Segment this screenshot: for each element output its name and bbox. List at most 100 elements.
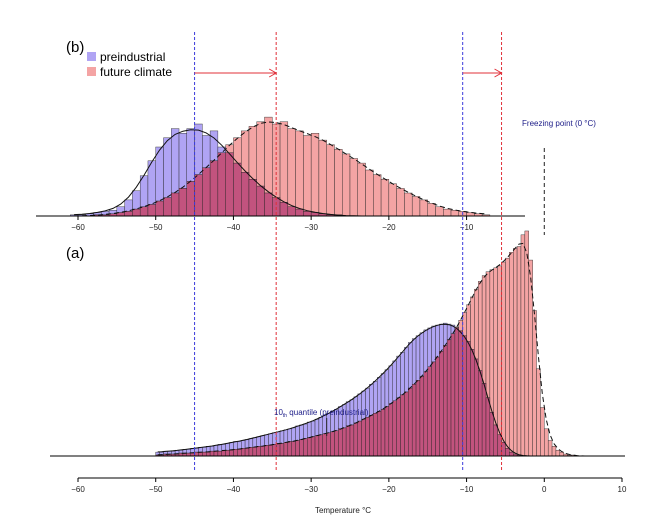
future-bar: [559, 451, 564, 457]
overlap-bar: [268, 445, 273, 457]
freezing-point-label: Freezing point (0 °C): [522, 119, 596, 128]
overlap-bar: [408, 387, 413, 457]
tick-label: −30: [304, 223, 318, 232]
preindustrial-bar: [229, 442, 234, 451]
preindustrial-bar: [373, 381, 378, 414]
overlap-bar: [439, 351, 444, 457]
future-bar: [318, 139, 327, 214]
preindustrial-bar: [209, 446, 215, 452]
overlap-bar: [326, 432, 331, 457]
x-axis-title: Temperature °C: [315, 506, 371, 515]
preindustrial-bar: [415, 335, 421, 381]
preindustrial-bar: [427, 327, 432, 367]
overlap-bar: [124, 211, 133, 217]
preindustrial-bar: [295, 425, 300, 441]
preindustrial-bar: [384, 369, 390, 407]
overlap-bar: [322, 433, 327, 457]
future-bar: [505, 257, 510, 449]
future-bar: [287, 128, 296, 208]
overlap-bar: [202, 451, 207, 457]
overlap-bar: [303, 438, 308, 457]
preindustrial-bar: [225, 443, 230, 451]
preindustrial-bar: [279, 430, 285, 444]
overlap-bar: [384, 406, 390, 457]
overlap-bar: [202, 167, 211, 217]
preindustrial-bar: [380, 373, 386, 410]
future-bar: [551, 446, 557, 457]
preindustrial-bar: [439, 323, 444, 352]
overlap-bar: [303, 211, 312, 217]
overlap-bar: [345, 425, 351, 457]
preindustrial-bar: [202, 447, 207, 453]
overlap-bar: [139, 206, 149, 217]
overlap-bar: [132, 208, 141, 217]
future-bar: [536, 368, 541, 457]
future-bar: [256, 121, 265, 187]
future-bar: [532, 310, 537, 457]
overlap-bar: [163, 197, 172, 217]
future-bar: [478, 281, 483, 371]
preindustrial-bar: [252, 437, 257, 448]
overlap-bar: [454, 327, 459, 457]
future-bar: [443, 208, 452, 217]
overlap-bar: [287, 206, 296, 217]
overlap-bar: [233, 162, 242, 217]
overlap-bar: [361, 418, 366, 457]
preindustrial-bar: [423, 329, 428, 372]
overlap-bar: [310, 436, 316, 457]
future-bar: [513, 248, 518, 455]
overlap-bar: [474, 358, 479, 457]
future-bar: [520, 234, 526, 457]
overlap-bar: [256, 185, 265, 217]
overlap-bar: [283, 442, 289, 457]
preindustrial-bar: [272, 432, 277, 445]
preindustrial-bar: [163, 137, 172, 198]
panel-b-preindustrial-bars: [70, 123, 226, 217]
overlap-bar: [349, 424, 355, 457]
overlap-bar: [186, 181, 195, 217]
preindustrial-bar: [291, 427, 296, 442]
preindustrial-bar: [155, 146, 164, 202]
panel-b: (b) −60 −50 −40 −30 −20 −10 preindustrial fut…: [36, 39, 525, 232]
quantile-label-suffix-sub: th: [283, 413, 287, 419]
tick-label: −20: [382, 223, 396, 232]
preindustrial-bar: [392, 360, 397, 401]
future-bar: [373, 174, 382, 217]
overlap-bar: [377, 411, 382, 457]
future-bar: [264, 116, 273, 194]
preindustrial-bar: [178, 132, 187, 189]
panel-b-ticks: −60 −50 −40 −30 −20 −10: [71, 216, 474, 232]
future-bar: [485, 271, 491, 399]
overlap-bar: [489, 412, 494, 457]
tick-label: −50: [149, 223, 163, 232]
overlap-bar: [299, 439, 304, 457]
tick-label: −10: [460, 223, 474, 232]
future-bar: [272, 123, 281, 198]
overlap-bar: [435, 356, 440, 457]
future-bar: [404, 192, 413, 217]
overlap-bar: [217, 450, 222, 457]
future-bar: [349, 158, 358, 217]
overlap-bar: [240, 172, 250, 217]
preindustrial-bar: [303, 423, 308, 439]
overlap-bar: [427, 366, 432, 457]
overlap-bar: [314, 435, 320, 457]
overlap-bar: [244, 448, 250, 457]
preindustrial-bar: [408, 342, 413, 389]
overlap-bar: [307, 437, 312, 457]
preindustrial-bar: [283, 429, 289, 443]
overlap-bar: [505, 448, 510, 457]
future-bar: [295, 130, 304, 210]
preindustrial-bar: [240, 440, 246, 449]
future-bar: [489, 269, 494, 413]
tick-label: −10: [460, 485, 474, 494]
overlap-bar: [147, 204, 156, 217]
shift-arrow-lower-head: [268, 68, 278, 78]
legend-swatch-preindustrial: [87, 52, 96, 61]
overlap-bar: [443, 345, 448, 457]
overlap-bar: [272, 444, 277, 457]
preindustrial-bar: [194, 448, 199, 453]
overlap-bar: [260, 446, 265, 457]
preindustrial-bar: [443, 322, 448, 346]
